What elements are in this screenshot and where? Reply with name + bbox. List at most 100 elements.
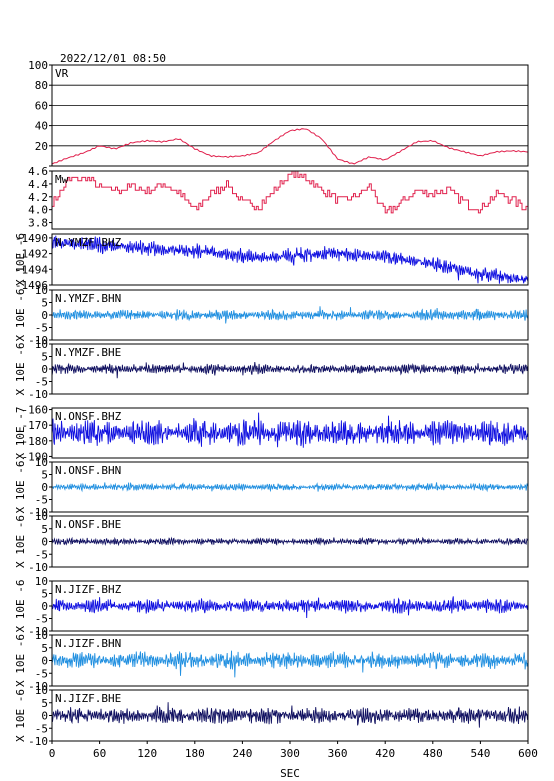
y-tick-label: 4.4	[28, 178, 48, 191]
trace-line	[51, 362, 528, 379]
y-tick-label: -170	[22, 419, 49, 432]
y-tick-label: -1494	[15, 263, 48, 276]
trace-line	[52, 481, 528, 493]
y-tick-label: -10	[28, 561, 48, 574]
panel-label: N.JIZF.BHN	[55, 637, 121, 650]
panel-frame	[51, 407, 529, 459]
trace-line	[52, 306, 528, 324]
y-tick-label: -5	[35, 494, 48, 507]
y-tick-label: -10	[28, 506, 48, 519]
figure-datetime: 2022/12/01 08:50	[60, 52, 166, 65]
x-axis-label: SEC	[280, 767, 300, 780]
y-tick-label: -180	[22, 435, 49, 448]
y-axis-unit-label: X 10E -6	[14, 289, 27, 342]
y-tick-label: -5	[35, 722, 48, 735]
trace-line	[51, 128, 529, 165]
panel-n-ymzf-bhz: -1490 -1492 -1494 -1496 N.YMZF.BHZ X 10E -6	[14, 232, 529, 292]
y-tick-label: -5	[35, 613, 48, 626]
panel-label: N.YMZF.BHN	[55, 292, 121, 305]
y-tick-label: 40	[35, 120, 48, 133]
panel-frame	[51, 170, 529, 230]
x-tick-label: 420	[375, 747, 395, 760]
panel-label: Mw	[55, 173, 69, 186]
panel-label: N.YMZF.BHZ	[55, 236, 122, 249]
y-tick-label: -10	[28, 680, 48, 693]
y-tick-label: 80	[35, 79, 48, 92]
x-tick-label: 360	[328, 747, 348, 760]
panel-label: N.ONSF.BHN	[55, 464, 121, 477]
panel-frame	[51, 233, 529, 286]
y-tick-label: 5	[41, 297, 48, 310]
panel-n-onsf-bhz: -160 -170 -180 -190 N.ONSF.BHZ X 10E -7	[14, 404, 529, 463]
x-tick-label: 120	[137, 747, 157, 760]
y-axis-unit-label: X 10E -6	[14, 233, 27, 286]
x-tick-label: 240	[232, 747, 252, 760]
trace-line	[51, 650, 528, 678]
trace-line	[51, 234, 528, 284]
y-axis-unit-label: X 10E -6	[14, 580, 27, 633]
y-tick-label: 5	[41, 523, 48, 536]
panel-label: VR	[55, 67, 69, 80]
x-tick-label: 600	[518, 747, 538, 760]
y-tick-label: 5	[41, 469, 48, 482]
y-tick-label: 0	[41, 309, 48, 322]
y-axis-unit-label: X 10E -6	[14, 515, 27, 568]
y-tick-label: 0	[41, 363, 48, 376]
y-tick-label: -5	[35, 548, 48, 561]
y-tick-label: -5	[35, 322, 48, 335]
trace-line	[52, 170, 529, 214]
y-axis-unit-label: X 10E -6	[14, 461, 27, 514]
y-tick-label: 4.6	[28, 165, 48, 178]
x-tick-label: 480	[423, 747, 443, 760]
y-tick-label: 100	[28, 59, 48, 72]
trace-line	[51, 596, 528, 619]
y-tick-label: -10	[28, 334, 48, 347]
x-tick-label: 300	[280, 747, 300, 760]
y-tick-label: 0	[41, 536, 48, 549]
y-tick-label: -1492	[15, 248, 48, 261]
y-tick-label: -10	[28, 388, 48, 401]
y-tick-label: 10	[35, 629, 48, 642]
y-tick-label: -190	[22, 450, 49, 463]
y-tick-label: 0	[41, 655, 48, 668]
y-axis-unit-label: X 10E -6	[14, 634, 27, 687]
y-tick-label: 10	[35, 510, 48, 523]
y-tick-label: -1490	[15, 232, 48, 245]
panel-vr: 20 40 60 80 100 VR	[28, 59, 529, 167]
x-tick-label: 0	[49, 747, 56, 760]
x-axis: 0 60 120 180 240 300 360 420 480 540 600	[49, 741, 538, 760]
y-tick-label: -5	[35, 667, 48, 680]
panel-label: N.YMZF.BHE	[55, 346, 121, 359]
y-tick-label: 5	[41, 588, 48, 601]
trace-line	[51, 536, 528, 547]
y-axis-unit-label: X 10E -6	[14, 343, 27, 396]
y-tick-label: -5	[35, 376, 48, 389]
y-tick-label: 10	[35, 284, 48, 297]
y-tick-label: 5	[41, 351, 48, 364]
y-tick-label: 60	[35, 99, 48, 112]
panel-mw: 3.84.04.24.44.6 Mw	[28, 165, 529, 230]
y-tick-label: 4.0	[28, 204, 48, 217]
y-tick-label: 10	[35, 575, 48, 588]
y-tick-label: -10	[28, 735, 48, 748]
y-tick-label: 5	[41, 697, 48, 710]
y-axis-unit-label: X 10E -7	[14, 407, 27, 460]
y-axis-unit-label: X 10E -6	[14, 689, 27, 742]
y-tick-label: 10	[35, 456, 48, 469]
y-tick-label: 0	[41, 600, 48, 613]
y-tick-label: 0	[41, 710, 48, 723]
y-tick-label: 0	[41, 481, 48, 494]
trace-line	[51, 702, 528, 728]
panel-label: N.ONSF.BHE	[55, 518, 121, 531]
panel-label: N.ONSF.BHZ	[55, 410, 122, 423]
y-tick-label: 10	[35, 684, 48, 697]
x-tick-label: 540	[470, 747, 490, 760]
